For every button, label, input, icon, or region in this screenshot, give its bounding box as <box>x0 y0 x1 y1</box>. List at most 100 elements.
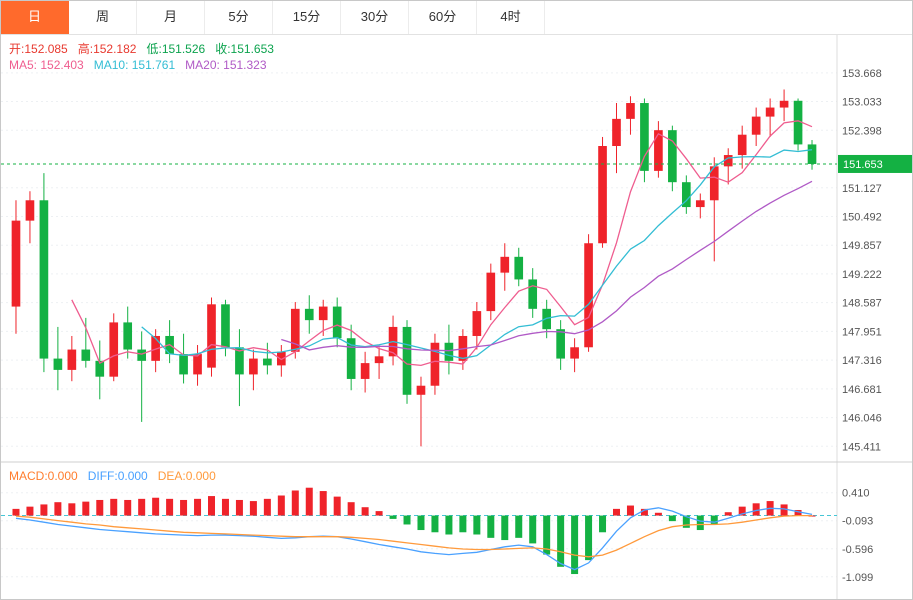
candle-body <box>249 358 258 375</box>
candle-body <box>584 243 593 348</box>
candle-body <box>640 103 649 171</box>
candle-body <box>626 103 635 119</box>
macd-bar <box>543 515 551 555</box>
candle-body <box>528 279 538 309</box>
candlestick-chart[interactable]: 153.668 153.033 152.398 151.127 150.492 149.8… <box>1 34 913 600</box>
macd-bar <box>431 515 439 533</box>
y-axis-label: 151.127 <box>842 183 882 195</box>
candle-body <box>39 200 49 359</box>
candle-body <box>709 166 719 201</box>
candle-body <box>374 356 384 364</box>
period-tab[interactable]: 月 <box>137 1 205 34</box>
macd-bar <box>473 515 481 535</box>
current-price-label: 151.653 <box>843 159 883 171</box>
y-axis-label: 146.046 <box>842 413 882 425</box>
macd-bar <box>682 515 690 528</box>
candle-body <box>681 182 691 208</box>
period-tabbar: 日周月 5分 15分 30分 60分 4时 <box>1 1 912 35</box>
macd-bar <box>794 509 802 516</box>
candle-body <box>207 304 216 368</box>
y-axis-label: 147.951 <box>842 326 882 338</box>
current-price-tag <box>838 154 912 173</box>
y-axis-label: 152.398 <box>842 125 882 137</box>
candle-body <box>221 304 230 348</box>
candle-body <box>25 200 35 221</box>
macd-bar <box>613 508 620 516</box>
macd-bar <box>375 511 383 516</box>
candle-body <box>416 385 426 395</box>
macd-bar <box>305 487 313 516</box>
macd-bar <box>180 499 188 516</box>
y-axis-label: 148.587 <box>842 298 882 310</box>
candle-body <box>263 358 272 366</box>
macd-bar <box>333 496 341 516</box>
candle-body <box>304 308 314 321</box>
candle-body <box>179 354 188 375</box>
candle-body <box>276 351 286 366</box>
candle-body <box>765 107 775 117</box>
candle-body <box>332 306 342 339</box>
macd-bar <box>124 499 132 516</box>
candle-body <box>95 360 105 377</box>
candle-body <box>346 338 356 379</box>
y-axis-label: 150.492 <box>842 211 882 223</box>
candle-body <box>486 272 496 312</box>
macd-bar <box>445 515 453 535</box>
candle-body <box>360 363 370 379</box>
period-tab[interactable]: 30分 <box>341 1 409 34</box>
candle-body <box>612 118 621 147</box>
macd-bar <box>249 501 257 516</box>
macd-bar <box>194 498 202 516</box>
dea-line <box>15 514 812 558</box>
candle-body <box>193 354 202 375</box>
candle-body <box>695 200 705 208</box>
candle-body <box>472 311 482 336</box>
candle-body <box>53 358 63 370</box>
macd-bar <box>515 515 523 538</box>
y-axis-label: 149.222 <box>842 269 882 281</box>
period-tab[interactable]: 60分 <box>409 1 477 34</box>
macd-bar <box>808 515 816 517</box>
macd-axis-label: -1.099 <box>842 572 873 584</box>
macd-bar <box>96 499 104 516</box>
macd-bar <box>571 515 579 575</box>
candle-body <box>137 349 147 361</box>
macd-bar <box>152 497 160 516</box>
macd-bar <box>138 498 146 516</box>
macd-bar <box>235 499 243 516</box>
candle-body <box>123 322 133 350</box>
macd-bar <box>710 515 718 524</box>
macd-bar <box>54 502 62 516</box>
macd-bar <box>361 507 369 516</box>
period-tab[interactable]: 日 <box>1 1 69 34</box>
macd-bar <box>12 508 20 516</box>
ma10-line <box>141 149 813 360</box>
candle-body <box>570 347 579 359</box>
macd-bar <box>403 515 411 525</box>
macd-bar <box>263 498 271 516</box>
diff-line <box>15 507 813 571</box>
macd-bar <box>501 515 509 541</box>
ma5-line <box>71 120 813 367</box>
macd-bar <box>208 496 215 516</box>
macd-bar <box>347 502 355 516</box>
macd-bar <box>26 506 34 516</box>
y-axis-label: 147.316 <box>842 355 882 367</box>
candle-body <box>514 256 524 280</box>
macd-bar <box>696 515 704 531</box>
macd-bar <box>640 508 648 516</box>
period-tab[interactable]: 5分 <box>205 1 273 34</box>
period-tab[interactable]: 15分 <box>273 1 341 34</box>
macd-bar <box>110 498 118 516</box>
macd-bar <box>724 512 732 516</box>
candle-body <box>793 100 803 145</box>
macd-bar <box>752 503 760 516</box>
candle-body <box>402 326 412 395</box>
period-tab[interactable]: 周 <box>69 1 137 34</box>
period-tab[interactable]: 4时 <box>477 1 545 34</box>
macd-bar <box>529 515 537 544</box>
macd-bar <box>389 515 397 519</box>
candle-body <box>737 134 747 156</box>
candle-body <box>723 155 733 167</box>
